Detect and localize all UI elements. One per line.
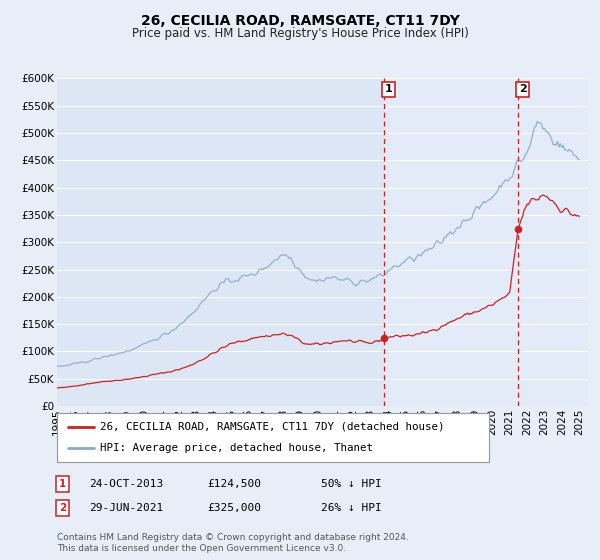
Text: 24-OCT-2013: 24-OCT-2013 <box>89 479 163 489</box>
Text: 2: 2 <box>59 503 66 513</box>
Text: 1: 1 <box>385 85 393 94</box>
Bar <box>385 78 588 406</box>
Text: Price paid vs. HM Land Registry's House Price Index (HPI): Price paid vs. HM Land Registry's House … <box>131 27 469 40</box>
Text: 26% ↓ HPI: 26% ↓ HPI <box>321 503 382 513</box>
Text: 50% ↓ HPI: 50% ↓ HPI <box>321 479 382 489</box>
Text: £325,000: £325,000 <box>207 503 261 513</box>
Text: 26, CECILIA ROAD, RAMSGATE, CT11 7DY: 26, CECILIA ROAD, RAMSGATE, CT11 7DY <box>140 14 460 28</box>
Text: HPI: Average price, detached house, Thanet: HPI: Average price, detached house, Than… <box>100 443 373 453</box>
Text: 1: 1 <box>59 479 66 489</box>
Text: £124,500: £124,500 <box>207 479 261 489</box>
Text: This data is licensed under the Open Government Licence v3.0.: This data is licensed under the Open Gov… <box>57 544 346 553</box>
Text: Contains HM Land Registry data © Crown copyright and database right 2024.: Contains HM Land Registry data © Crown c… <box>57 533 409 542</box>
Text: 2: 2 <box>518 85 526 94</box>
Text: 26, CECILIA ROAD, RAMSGATE, CT11 7DY (detached house): 26, CECILIA ROAD, RAMSGATE, CT11 7DY (de… <box>100 422 445 432</box>
Text: 29-JUN-2021: 29-JUN-2021 <box>89 503 163 513</box>
